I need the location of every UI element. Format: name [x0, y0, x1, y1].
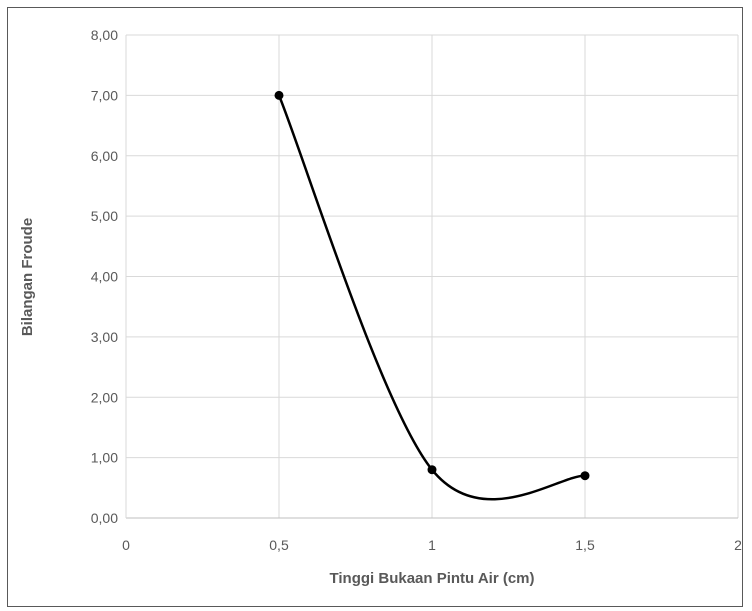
tick-labels: 0,00 1,00 2,00 3,00 4,00 5,00 6,00 7,00 8,00 0 0,5…	[91, 27, 742, 553]
y-axis-title: Bilangan Froude	[19, 218, 36, 336]
y-tick-label: 8,00	[91, 27, 118, 43]
x-tick-label: 1,5	[575, 537, 595, 553]
y-tick-label: 6,00	[91, 148, 118, 164]
x-tick-label: 1	[428, 537, 436, 553]
data-point	[580, 471, 590, 481]
x-axis-title: Tinggi Bukaan Pintu Air (cm)	[329, 570, 534, 587]
y-tick-label: 0,00	[91, 510, 118, 526]
series-layer	[274, 90, 590, 501]
y-tick-label: 2,00	[91, 389, 118, 405]
chart-frame	[7, 7, 743, 607]
y-tick-label: 4,00	[91, 269, 118, 285]
y-tick-label: 7,00	[91, 87, 118, 103]
x-tick-label: 0,5	[269, 537, 289, 553]
x-tick-label: 0	[122, 537, 130, 553]
data-point	[274, 90, 284, 100]
axis-layer	[125, 35, 738, 519]
series-line	[277, 94, 586, 501]
grid-layer	[126, 34, 739, 518]
x-tick-label: 2	[734, 537, 742, 553]
y-tick-label: 3,00	[91, 329, 118, 345]
y-tick-label: 5,00	[91, 208, 118, 224]
y-tick-label: 1,00	[91, 450, 118, 466]
data-point	[427, 465, 437, 475]
